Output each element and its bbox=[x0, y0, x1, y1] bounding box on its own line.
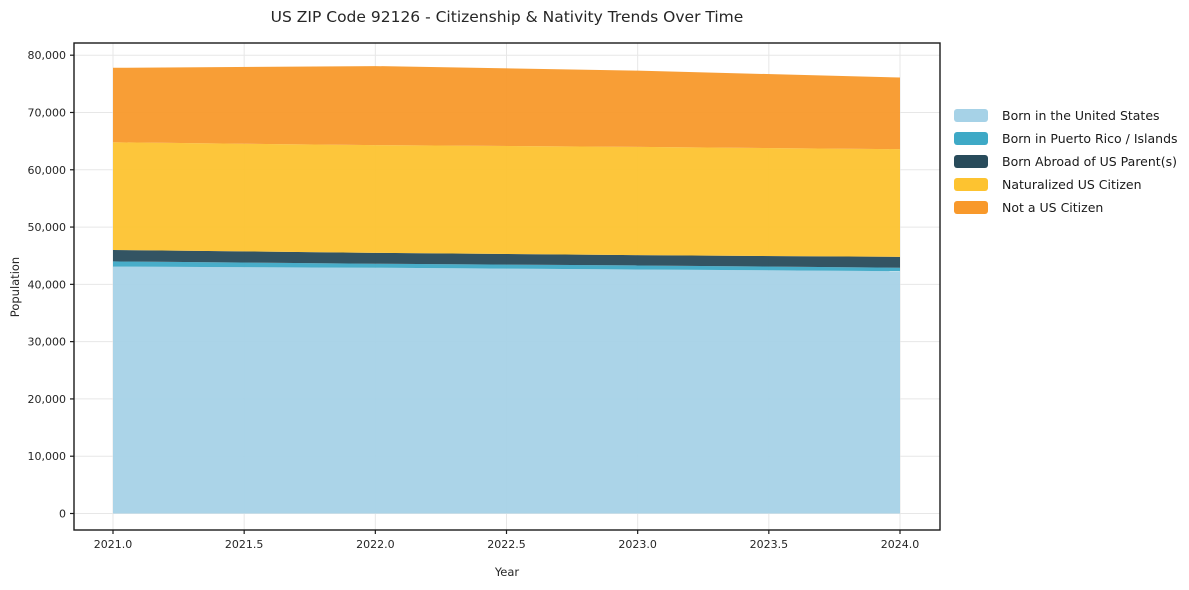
legend-label: Born in the United States bbox=[1002, 108, 1160, 123]
legend-swatch bbox=[954, 178, 988, 191]
area-series-0 bbox=[113, 266, 900, 514]
x-tick-label: 2021.0 bbox=[94, 538, 133, 551]
x-axis-label: Year bbox=[494, 565, 520, 579]
legend-label: Born Abroad of US Parent(s) bbox=[1002, 154, 1177, 169]
y-tick-label: 80,000 bbox=[28, 49, 67, 62]
y-tick-label: 40,000 bbox=[28, 278, 67, 291]
legend-label: Not a US Citizen bbox=[1002, 200, 1104, 215]
x-tick-label: 2022.0 bbox=[356, 538, 395, 551]
chart-title: US ZIP Code 92126 - Citizenship & Nativi… bbox=[270, 8, 744, 26]
legend-swatch bbox=[954, 109, 988, 122]
legend-item: Naturalized US Citizen bbox=[954, 178, 1178, 191]
legend-label: Naturalized US Citizen bbox=[1002, 177, 1142, 192]
x-tick-label: 2023.5 bbox=[750, 538, 789, 551]
area-series-3 bbox=[113, 142, 900, 257]
x-tick-label: 2024.0 bbox=[881, 538, 920, 551]
legend-item: Born in Puerto Rico / Islands bbox=[954, 132, 1178, 145]
y-tick-label: 30,000 bbox=[28, 336, 67, 349]
legend-label: Born in Puerto Rico / Islands bbox=[1002, 131, 1178, 146]
legend-item: Not a US Citizen bbox=[954, 201, 1178, 214]
y-tick-label: 60,000 bbox=[28, 164, 67, 177]
y-tick-label: 70,000 bbox=[28, 106, 67, 119]
legend-item: Born in the United States bbox=[954, 109, 1178, 122]
x-tick-label: 2022.5 bbox=[487, 538, 526, 551]
area-series-2 bbox=[113, 249, 900, 268]
x-tick-label: 2021.5 bbox=[225, 538, 264, 551]
y-axis-label: Population bbox=[8, 256, 22, 318]
y-tick-label: 10,000 bbox=[28, 450, 67, 463]
legend-swatch bbox=[954, 155, 988, 168]
y-tick-label: 20,000 bbox=[28, 393, 67, 406]
legend-swatch bbox=[954, 201, 988, 214]
legend-item: Born Abroad of US Parent(s) bbox=[954, 155, 1178, 168]
y-tick-label: 50,000 bbox=[28, 221, 67, 234]
legend: Born in the United States Born in Puerto … bbox=[954, 109, 1178, 224]
y-tick-label: 0 bbox=[59, 508, 66, 521]
x-tick-label: 2023.0 bbox=[618, 538, 657, 551]
area-series-1 bbox=[113, 261, 900, 272]
area-series-4 bbox=[113, 66, 900, 150]
legend-swatch bbox=[954, 132, 988, 145]
